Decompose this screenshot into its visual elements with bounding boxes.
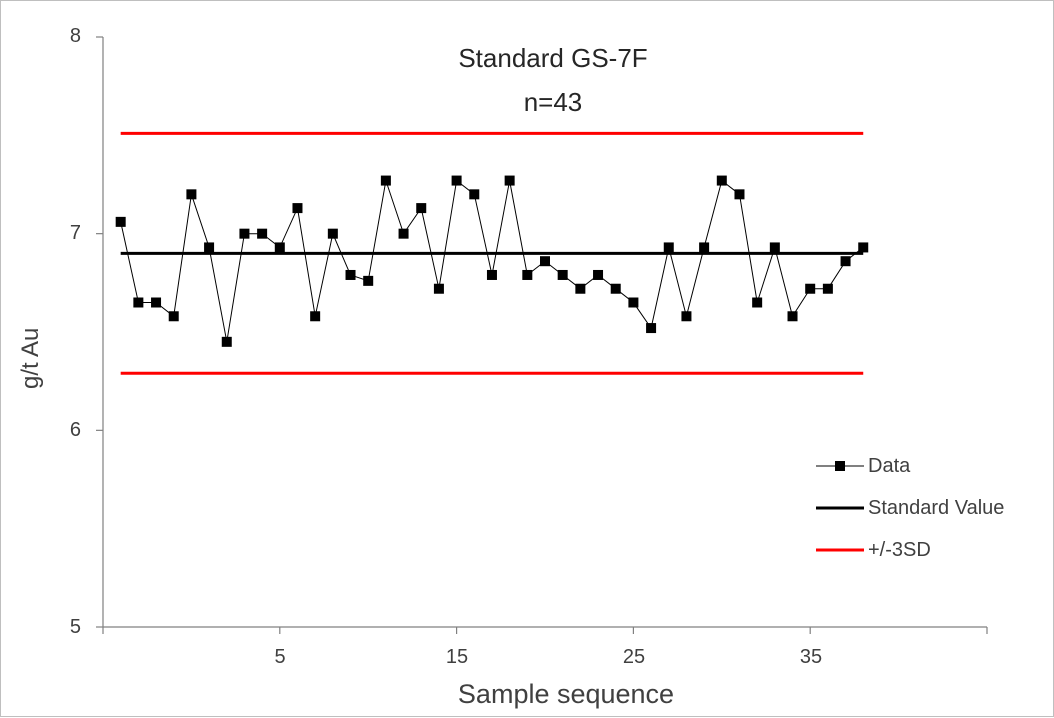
data-series-line [120,179,864,342]
data-point [257,228,268,239]
y-tick-label: 6 [69,419,81,441]
data-point [858,242,869,253]
data-point [133,297,144,308]
data-point [416,203,427,214]
data-point [310,311,321,322]
legend-marker-data [835,461,845,471]
data-point [699,242,710,253]
data-point [327,228,338,239]
data-point [628,297,639,308]
data-point [239,228,250,239]
chart-title: Standard GS-7F [458,43,648,73]
data-point [486,269,497,280]
chart-subtitle: n=43 [523,87,583,117]
data-point [363,275,374,286]
x-tick-label: 35 [799,646,823,668]
y-tick-label: 7 [69,222,81,244]
data-point [274,242,285,253]
data-point [204,242,215,253]
data-point [433,283,444,294]
data-point [646,323,657,334]
data-point [734,189,745,200]
data-point [292,203,303,214]
data-point [840,256,851,267]
data-point [151,297,162,308]
data-point [822,283,833,294]
data-point [398,228,409,239]
data-point [540,256,550,267]
data-point [681,311,692,322]
data-point [787,311,798,322]
y-tick-label: 8 [69,25,81,47]
x-tick-label: 5 [274,646,286,668]
data-point [575,283,586,294]
data-point [380,175,391,186]
x-tick-label: 25 [622,646,646,668]
legend-label-data: Data [868,455,911,477]
legend-label-sd: +/-3SD [868,539,931,561]
data-point [186,189,197,200]
data-point [451,175,462,186]
data-point [522,269,533,280]
data-point [805,283,816,294]
data-point [115,216,126,227]
y-axis-label: g/t Au [17,327,44,389]
data-point [168,311,179,322]
data-point [504,175,515,186]
legend-label-standard: Standard Value [868,497,1005,519]
data-point [593,269,604,280]
data-point [610,283,621,294]
data-point [769,242,780,253]
data-point [752,297,763,308]
data-point [469,189,480,200]
data-point [557,269,568,280]
y-tick-label: 5 [69,616,81,638]
x-tick-label: 15 [445,646,469,668]
data-point [345,269,356,280]
data-point [716,175,727,186]
data-point [663,242,674,253]
x-axis-label: Sample sequence [457,679,675,709]
data-point [221,336,232,347]
